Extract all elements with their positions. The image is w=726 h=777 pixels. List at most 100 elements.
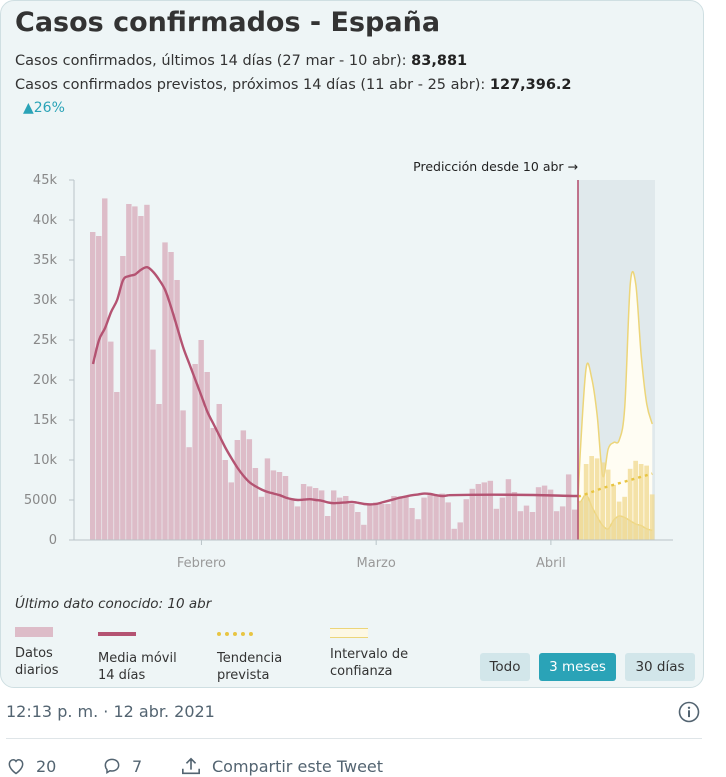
change-percent: ▲26% <box>23 100 65 116</box>
ci-upper-line <box>577 271 653 502</box>
y-tick-label: 20k <box>33 373 58 388</box>
daily-bar <box>168 252 174 540</box>
y-tick-label: 30k <box>33 293 58 308</box>
y-tick-label: 5000 <box>24 493 57 508</box>
daily-bar <box>174 280 180 540</box>
daily-bar <box>349 504 355 540</box>
daily-bar <box>282 476 289 540</box>
forecast-bar <box>594 458 600 540</box>
like-button[interactable]: 20 <box>6 756 56 776</box>
daily-bar <box>367 503 373 540</box>
daily-bar <box>451 528 457 540</box>
daily-bar <box>192 364 198 540</box>
x-tick-label: Abril <box>536 556 566 571</box>
daily-bar <box>565 474 572 540</box>
daily-bar <box>270 470 277 540</box>
daily-bar <box>469 488 475 540</box>
y-tick-label: 10k <box>33 453 58 468</box>
info-icon[interactable] <box>678 701 700 727</box>
daily-bar <box>457 522 463 540</box>
like-count: 20 <box>36 756 57 776</box>
legend-label: Tendencia <box>217 651 283 666</box>
daily-bar <box>306 486 313 540</box>
moving-average-tail <box>448 493 579 498</box>
legend-confidence-interval: Intervalo de confianza <box>330 627 408 680</box>
forecast-bar <box>589 456 594 540</box>
daily-bar <box>481 482 488 540</box>
daily-bar <box>499 497 506 540</box>
daily-bar <box>180 410 186 540</box>
y-tick-label: 25k <box>33 333 58 348</box>
daily-bar <box>138 216 144 540</box>
share-icon <box>182 757 200 775</box>
daily-bar <box>373 502 379 540</box>
daily-bar <box>439 493 445 540</box>
chart-card: Casos confirmados - España Casos confirm… <box>0 0 704 688</box>
y-tick-label: 40k <box>33 213 58 228</box>
daily-bar <box>132 206 138 540</box>
daily-bar <box>445 502 451 540</box>
daily-bar <box>294 506 301 540</box>
legend-label: Media móvil <box>98 651 177 666</box>
legend-forecast-trend: Tendencia prevista <box>217 627 282 684</box>
forecast-bar <box>622 496 627 540</box>
daily-bar <box>493 508 500 540</box>
forecast-bar <box>600 462 605 540</box>
daily-bar <box>379 504 385 540</box>
daily-bar <box>475 484 482 540</box>
legend-moving-average: Media móvil 14 días <box>98 627 177 684</box>
last-14-days-value: 83,881 <box>411 53 468 69</box>
forecast-bar <box>627 468 633 540</box>
daily-bar <box>222 460 228 540</box>
reply-button[interactable]: 7 <box>102 756 142 776</box>
y-tick-label: 15k <box>33 413 58 428</box>
daily-bar <box>96 236 102 540</box>
daily-bar <box>264 458 271 540</box>
next-14-days-label: Casos confirmados previstos, próximos 14… <box>15 77 490 93</box>
daily-bar <box>571 509 578 540</box>
range-all-button[interactable]: Todo <box>480 653 530 681</box>
forecast-bar <box>633 460 638 540</box>
daily-bar <box>355 512 361 540</box>
daily-bar <box>553 511 560 540</box>
range-30-days-button[interactable]: 30 días <box>625 653 695 681</box>
y-tick-label: 35k <box>33 253 58 268</box>
range-3-months-button[interactable]: 3 meses <box>539 653 616 681</box>
y-tick-label: 45k <box>33 173 58 188</box>
y-axis: 0 5000 10k 15k 20k 25k 30k 35k 40k 45k <box>24 173 75 548</box>
daily-bar <box>318 490 325 540</box>
prediction-label: Predicción desde 10 abr → <box>413 159 578 174</box>
daily-bar <box>487 480 494 540</box>
x-axis: Febrero Marzo Abril <box>74 539 673 571</box>
daily-bar <box>324 516 331 540</box>
next-14-days-line: Casos confirmados previstos, próximos 14… <box>15 77 572 93</box>
share-button[interactable]: Compartir este Tweet <box>180 756 383 776</box>
legend-swatch-average <box>98 632 177 644</box>
daily-bar <box>162 242 168 540</box>
forecast-trend-line <box>577 472 653 498</box>
forecast-bar <box>605 469 611 540</box>
daily-bar <box>150 349 156 540</box>
daily-bar <box>246 439 253 540</box>
daily-bar <box>216 404 222 540</box>
daily-bar <box>114 392 120 540</box>
daily-bar <box>547 489 554 540</box>
tweet-timestamp[interactable]: 12:13 p. m. · 12 abr. 2021 <box>6 702 215 721</box>
reply-icon <box>104 758 120 775</box>
forecast-bar <box>649 494 655 540</box>
moving-average-line <box>91 265 579 506</box>
forecast-bars <box>578 456 655 540</box>
reply-count: 7 <box>132 756 143 776</box>
daily-bar <box>415 519 421 540</box>
daily-bar <box>409 508 415 540</box>
daily-bar <box>288 500 295 540</box>
daily-bar <box>517 511 524 540</box>
share-label: Compartir este Tweet <box>212 756 384 776</box>
daily-bar <box>156 404 162 540</box>
x-tick-label: Marzo <box>357 556 396 571</box>
next-14-days-value: 127,396.2 <box>489 77 572 93</box>
daily-bar <box>300 484 307 540</box>
legend-label: diarios <box>15 663 59 678</box>
daily-bars <box>90 198 578 541</box>
daily-bar <box>312 488 319 540</box>
